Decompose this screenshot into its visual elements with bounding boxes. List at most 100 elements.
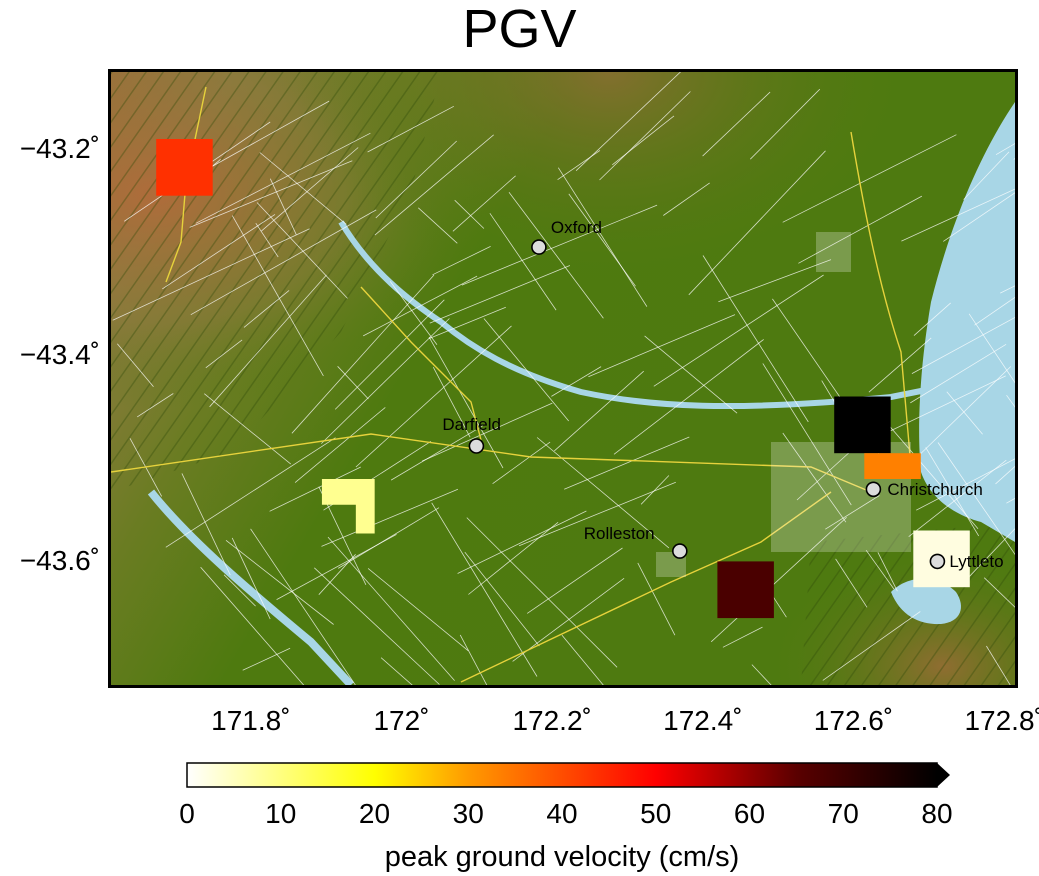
road-segment	[1000, 285, 1015, 294]
road-segment	[943, 192, 1015, 242]
city-markers	[468, 239, 946, 570]
road-segment	[919, 366, 1012, 456]
road-segment	[483, 318, 570, 422]
city-marker	[929, 553, 946, 570]
road-segment	[612, 115, 675, 166]
lyttelton-harbour	[891, 578, 961, 625]
city-label: Lyttleto	[949, 552, 1004, 572]
road-segment	[116, 343, 154, 387]
road-segment	[782, 432, 847, 523]
road-segment	[337, 366, 369, 400]
city-marker	[531, 239, 547, 255]
road-segment	[255, 222, 279, 258]
road-segment	[644, 335, 738, 414]
pgv-station-shape	[321, 478, 375, 534]
colorbar-label: peak ground velocity (cm/s)	[384, 841, 740, 873]
road-segment	[428, 306, 506, 339]
road-segment	[911, 317, 1015, 374]
road-segment	[432, 246, 491, 276]
road-segment	[334, 299, 445, 410]
road-segment	[457, 510, 587, 574]
road-segment	[259, 152, 347, 225]
road-segment	[225, 539, 334, 625]
road-segment	[209, 274, 327, 408]
road-segment	[884, 420, 979, 529]
road-segment	[192, 100, 330, 178]
road-segment	[637, 562, 676, 636]
road-segment	[702, 91, 771, 157]
road-segment	[986, 645, 1011, 685]
road-segment	[536, 437, 670, 549]
map-panel[interactable]	[111, 72, 1015, 685]
road-segment	[822, 611, 921, 681]
road-segment	[825, 495, 880, 530]
x-tick-label: 171.8˚	[211, 705, 291, 736]
road-segment	[195, 132, 371, 224]
road-segment	[461, 204, 658, 286]
road-segment	[868, 337, 932, 393]
colorbar-tick-label: 60	[733, 798, 766, 829]
road-segment	[613, 339, 764, 455]
road-segment	[321, 488, 459, 547]
road-segment	[554, 370, 644, 452]
road-segment	[375, 140, 457, 219]
road-segment	[418, 207, 458, 244]
road-segment	[968, 313, 1015, 384]
road-segment	[468, 521, 559, 595]
road-segment	[431, 502, 538, 677]
pgv-station-cell	[717, 561, 774, 619]
road-segment	[937, 442, 1015, 555]
road-segment	[380, 657, 413, 685]
y-tick-label: −43.2˚	[19, 133, 100, 165]
road-segment	[374, 134, 494, 236]
road-segment	[464, 551, 540, 647]
x-tick-label: 172.6˚	[813, 705, 894, 736]
x-tick-label: 172.2˚	[512, 705, 592, 736]
city-marker	[865, 481, 882, 498]
road-segment	[421, 402, 553, 462]
pgv-stations	[156, 139, 970, 619]
colorbar-tick-label: 0	[179, 798, 195, 829]
road-segment	[200, 566, 305, 685]
road-segment	[518, 481, 676, 547]
road-segment	[112, 228, 310, 321]
road-segment	[722, 626, 763, 648]
road-segment	[751, 664, 772, 685]
road-segment	[269, 466, 361, 512]
road-segment	[564, 436, 690, 490]
city-label: Christchurch	[887, 480, 983, 500]
road-segment	[702, 255, 809, 423]
road-segment	[489, 213, 557, 311]
road-segment	[946, 391, 983, 435]
road-segment	[640, 475, 670, 505]
pgv-station-cell	[156, 139, 213, 196]
road-segment	[913, 302, 951, 336]
road-segment	[165, 437, 336, 548]
road-segment	[355, 325, 512, 468]
colorbar-tick-label: 70	[827, 798, 859, 829]
road-segment	[466, 517, 618, 668]
road-segment	[432, 367, 471, 438]
road-segment	[983, 577, 1015, 608]
road-segment	[428, 336, 504, 469]
colorbar-tick-label: 20	[358, 798, 391, 829]
road-segment	[901, 188, 1015, 242]
pegasus-bay	[919, 72, 1015, 685]
colorbar-tick-label: 50	[640, 798, 672, 829]
city-label: Oxford	[550, 218, 602, 238]
road-segment	[314, 567, 440, 685]
x-tick-label: 172˚	[373, 705, 430, 736]
highways	[111, 86, 912, 683]
colorbar-tick-label: 30	[452, 798, 484, 829]
road-segment	[459, 634, 488, 685]
road-segment	[363, 275, 478, 337]
y-tick-label: −43.4˚	[19, 339, 100, 371]
road-segment	[835, 558, 868, 608]
road-segment	[908, 459, 1007, 538]
road-segment	[231, 215, 324, 377]
road-segment	[508, 191, 604, 319]
pgv-station-cell	[834, 396, 891, 454]
road-segment	[710, 517, 847, 643]
road-segment	[276, 534, 397, 600]
road-segment	[242, 647, 291, 671]
